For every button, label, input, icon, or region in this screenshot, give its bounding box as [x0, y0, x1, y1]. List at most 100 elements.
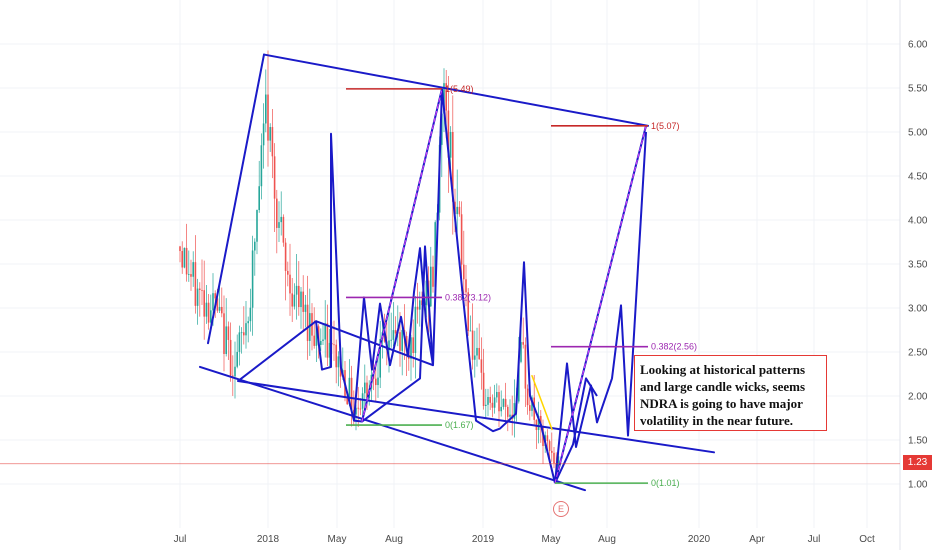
candle-body — [454, 201, 456, 215]
candle-body — [271, 127, 274, 157]
candle-body — [458, 206, 461, 215]
candle-body — [357, 407, 359, 409]
candle-body — [262, 123, 265, 146]
candle-body — [188, 274, 190, 275]
candle-body — [546, 435, 549, 442]
candle-body — [478, 347, 480, 360]
candle-body — [456, 206, 458, 215]
candle-body — [504, 398, 507, 407]
candle-body — [509, 414, 511, 417]
x-tick-label: Oct — [859, 534, 875, 545]
candle-body — [441, 113, 443, 145]
candle-body — [364, 382, 366, 394]
candle-body — [322, 339, 324, 341]
resistance-line — [263, 53, 649, 127]
y-tick-label: 2.50 — [908, 348, 928, 359]
x-tick-label: 2020 — [688, 534, 711, 545]
fib-diagonal-2 — [554, 125, 647, 484]
candle-body — [247, 321, 249, 324]
candle-body — [460, 214, 463, 265]
candle-body — [229, 339, 232, 376]
candle-body — [348, 377, 351, 405]
candle-body — [298, 285, 300, 308]
candle-body — [447, 110, 450, 158]
candle-body — [476, 347, 478, 356]
candle-body — [467, 292, 469, 331]
candle-body — [482, 372, 485, 406]
earnings-event-marker[interactable]: E — [553, 501, 569, 517]
candle-body — [289, 274, 291, 294]
candle-body — [278, 222, 280, 228]
candle-body — [313, 335, 315, 346]
candle-body — [260, 145, 263, 187]
yellow-leg — [531, 375, 553, 431]
candle-body — [361, 393, 364, 409]
candle-body — [553, 452, 555, 464]
y-tick-label: 5.50 — [908, 84, 928, 95]
candle-body — [399, 332, 401, 351]
x-tick-label: May — [542, 534, 561, 545]
fib-diagonal-1 — [361, 88, 443, 423]
candle-body — [212, 293, 214, 311]
candle-body — [388, 340, 390, 351]
candle-body — [392, 330, 395, 340]
candle-body — [445, 83, 447, 111]
candle-body — [502, 398, 505, 407]
candle-body — [524, 344, 527, 389]
annotation-note: Looking at historical patterns and large… — [634, 355, 827, 431]
candle-body — [227, 326, 230, 340]
candle-body — [199, 288, 201, 290]
candle-body — [302, 291, 304, 312]
candle-body — [205, 302, 208, 317]
fib-level-label: 0.382(3.12) — [445, 292, 491, 302]
candle-body — [375, 378, 377, 386]
pattern-zigzag-4 — [554, 131, 647, 484]
y-tick-label: 5.00 — [908, 128, 928, 139]
candle-body — [425, 280, 428, 306]
candle-body — [267, 94, 269, 141]
candle-body — [548, 441, 551, 451]
candle-body — [210, 310, 212, 323]
x-tick-label: May — [328, 534, 347, 545]
candle-body — [491, 402, 494, 408]
candle-body — [300, 291, 302, 308]
x-tick-label: Aug — [598, 534, 616, 545]
candle-body — [410, 337, 412, 359]
candle-body — [236, 351, 238, 367]
candle-body — [500, 406, 502, 412]
candle-body — [355, 407, 357, 415]
y-tick-label: 3.00 — [908, 304, 928, 315]
candle-body — [291, 293, 293, 307]
candle-body — [401, 330, 403, 351]
candle-body — [498, 392, 500, 412]
candle-body — [225, 326, 227, 354]
candle-body — [304, 304, 307, 312]
candle-body — [540, 415, 542, 427]
candle-body — [328, 342, 331, 358]
candle-body — [551, 450, 553, 453]
drawings — [199, 53, 715, 492]
candle-body — [377, 377, 379, 386]
candle-body — [485, 404, 487, 406]
candle-body — [287, 270, 289, 275]
candle-body — [529, 405, 531, 411]
candle-body — [537, 415, 540, 431]
candle-body — [518, 361, 520, 402]
candle-body — [280, 216, 282, 223]
candle-body — [256, 210, 258, 242]
candle-body — [557, 456, 560, 470]
pattern-zigzag-3 — [441, 88, 556, 484]
candle-body — [359, 408, 362, 410]
candle-body — [480, 359, 483, 373]
candle-body — [216, 298, 219, 311]
candle-body — [181, 251, 183, 268]
y-tick-label: 4.00 — [908, 216, 928, 227]
candle-body — [346, 397, 348, 405]
x-tick-label: Apr — [749, 534, 765, 545]
candle-body — [493, 397, 496, 408]
y-tick-label: 2.00 — [908, 392, 928, 403]
pattern-link-1 — [315, 320, 434, 367]
candle-body — [243, 332, 245, 336]
